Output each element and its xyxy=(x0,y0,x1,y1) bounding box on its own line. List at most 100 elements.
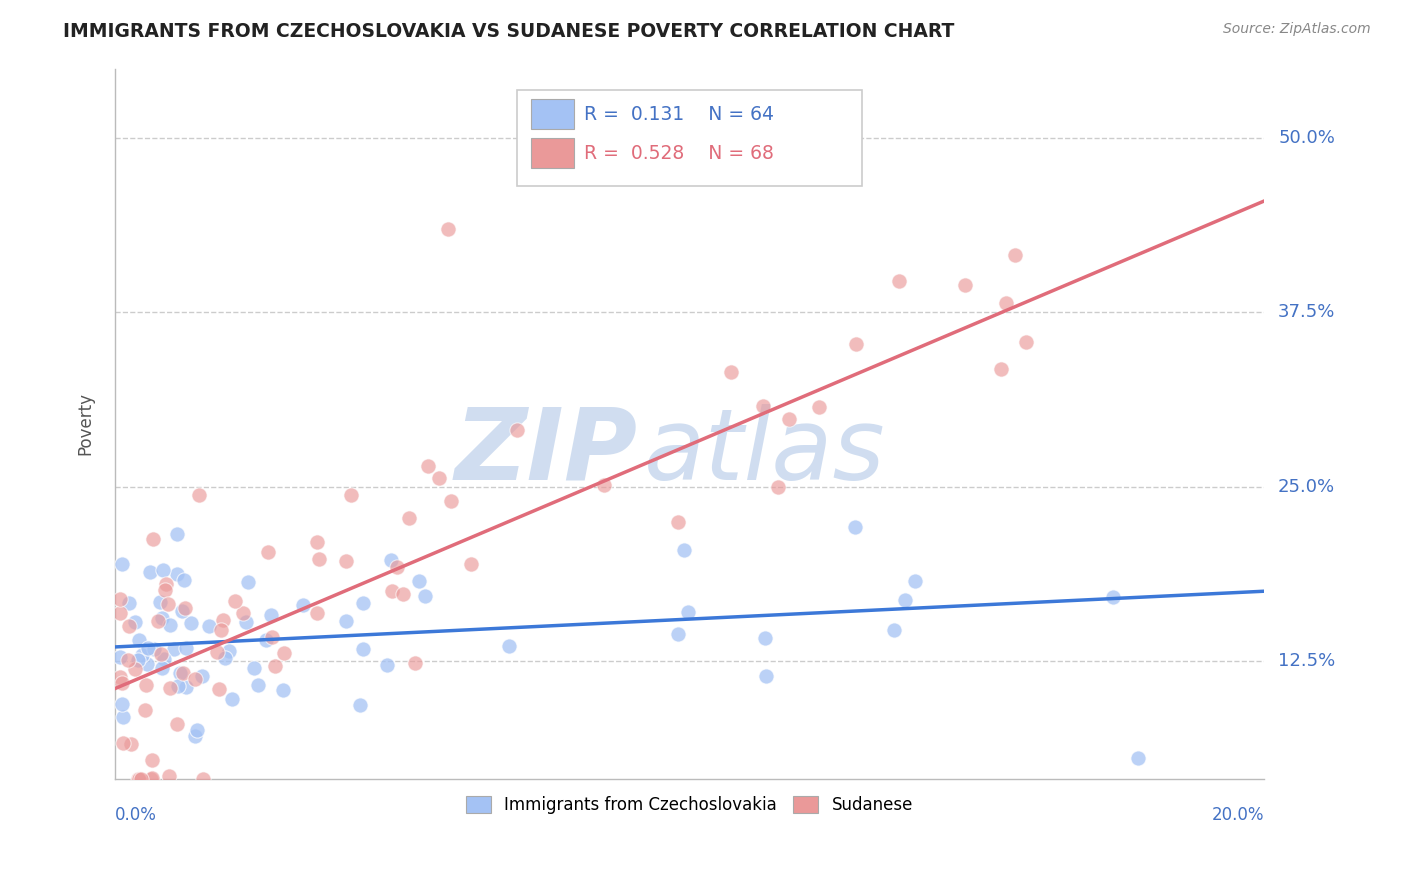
Point xyxy=(385,560,408,574)
Point xyxy=(149,648,172,662)
Point xyxy=(335,614,357,628)
Point xyxy=(352,641,374,656)
Text: ZIP: ZIP xyxy=(454,404,638,501)
Text: 0.0%: 0.0% xyxy=(114,806,156,824)
Point xyxy=(159,681,181,696)
Point xyxy=(380,553,402,567)
Point xyxy=(1015,334,1038,349)
Point xyxy=(188,488,211,502)
Point xyxy=(335,554,357,568)
Point xyxy=(392,587,415,601)
Point xyxy=(460,557,482,571)
Point xyxy=(191,668,214,682)
Point xyxy=(845,336,868,351)
Point xyxy=(142,532,165,546)
Point xyxy=(142,641,165,656)
Text: atlas: atlas xyxy=(644,404,884,501)
Text: Source: ZipAtlas.com: Source: ZipAtlas.com xyxy=(1223,22,1371,37)
Point xyxy=(166,717,188,731)
Point xyxy=(135,678,157,692)
Point xyxy=(172,665,194,680)
Point xyxy=(676,605,699,619)
Point xyxy=(221,692,243,706)
Point xyxy=(127,772,149,787)
Point xyxy=(375,658,398,673)
Point xyxy=(150,661,173,675)
Point xyxy=(157,769,180,783)
Point xyxy=(257,544,280,558)
Point xyxy=(111,675,134,690)
Point xyxy=(118,619,141,633)
Point xyxy=(437,222,460,236)
Point xyxy=(1126,751,1149,765)
Point xyxy=(120,737,142,751)
Point xyxy=(291,598,314,612)
Point xyxy=(153,652,176,666)
Point xyxy=(136,641,159,656)
Point xyxy=(340,488,363,502)
Point xyxy=(117,653,139,667)
Point xyxy=(111,557,134,571)
Point xyxy=(751,400,773,414)
Point xyxy=(155,577,177,591)
Point xyxy=(887,274,910,288)
Text: R =  0.131    N = 64: R = 0.131 N = 64 xyxy=(583,104,773,123)
Point xyxy=(754,631,776,645)
Point xyxy=(498,639,520,653)
Legend: Immigrants from Czechoslovakia, Sudanese: Immigrants from Czechoslovakia, Sudanese xyxy=(458,789,920,821)
Point xyxy=(191,772,214,787)
Point xyxy=(349,698,371,713)
Point xyxy=(153,582,176,597)
Point xyxy=(152,563,174,577)
Point xyxy=(110,592,132,607)
Point xyxy=(128,772,150,787)
Point xyxy=(994,295,1017,310)
Point xyxy=(148,595,170,609)
Point xyxy=(141,753,163,767)
Point xyxy=(305,606,328,620)
Text: 50.0%: 50.0% xyxy=(1278,129,1334,147)
Point xyxy=(111,736,134,750)
Point xyxy=(128,633,150,648)
Point xyxy=(271,683,294,698)
Point xyxy=(1102,591,1125,605)
Point xyxy=(170,604,193,618)
Point xyxy=(118,596,141,610)
Point xyxy=(150,611,173,625)
Point xyxy=(263,659,285,673)
Point xyxy=(990,362,1012,376)
Point xyxy=(205,645,228,659)
Point xyxy=(666,515,689,529)
Point xyxy=(169,665,191,680)
Point xyxy=(427,471,450,485)
Point xyxy=(174,680,197,694)
Text: 20.0%: 20.0% xyxy=(1212,806,1264,824)
Point xyxy=(236,575,259,590)
Point xyxy=(110,670,132,684)
Point xyxy=(198,619,221,633)
Point xyxy=(506,423,529,437)
Point xyxy=(166,526,188,541)
Point xyxy=(209,623,232,637)
Point xyxy=(131,648,153,662)
Point xyxy=(214,651,236,665)
Point xyxy=(254,633,277,648)
Point xyxy=(408,574,430,588)
Point xyxy=(211,613,233,627)
Point xyxy=(173,574,195,588)
Point xyxy=(844,520,866,534)
Point xyxy=(148,615,170,629)
Point xyxy=(186,723,208,737)
Point xyxy=(111,709,134,723)
Point xyxy=(404,656,426,670)
Point xyxy=(232,607,254,621)
Point xyxy=(110,606,132,620)
Point xyxy=(755,668,778,682)
Point xyxy=(352,596,374,610)
Point xyxy=(180,615,202,630)
Point xyxy=(174,600,197,615)
Text: IMMIGRANTS FROM CZECHOSLOVAKIA VS SUDANESE POVERTY CORRELATION CHART: IMMIGRANTS FROM CZECHOSLOVAKIA VS SUDANE… xyxy=(63,22,955,41)
Point xyxy=(593,477,616,491)
Point xyxy=(235,615,257,630)
FancyBboxPatch shape xyxy=(530,138,575,168)
